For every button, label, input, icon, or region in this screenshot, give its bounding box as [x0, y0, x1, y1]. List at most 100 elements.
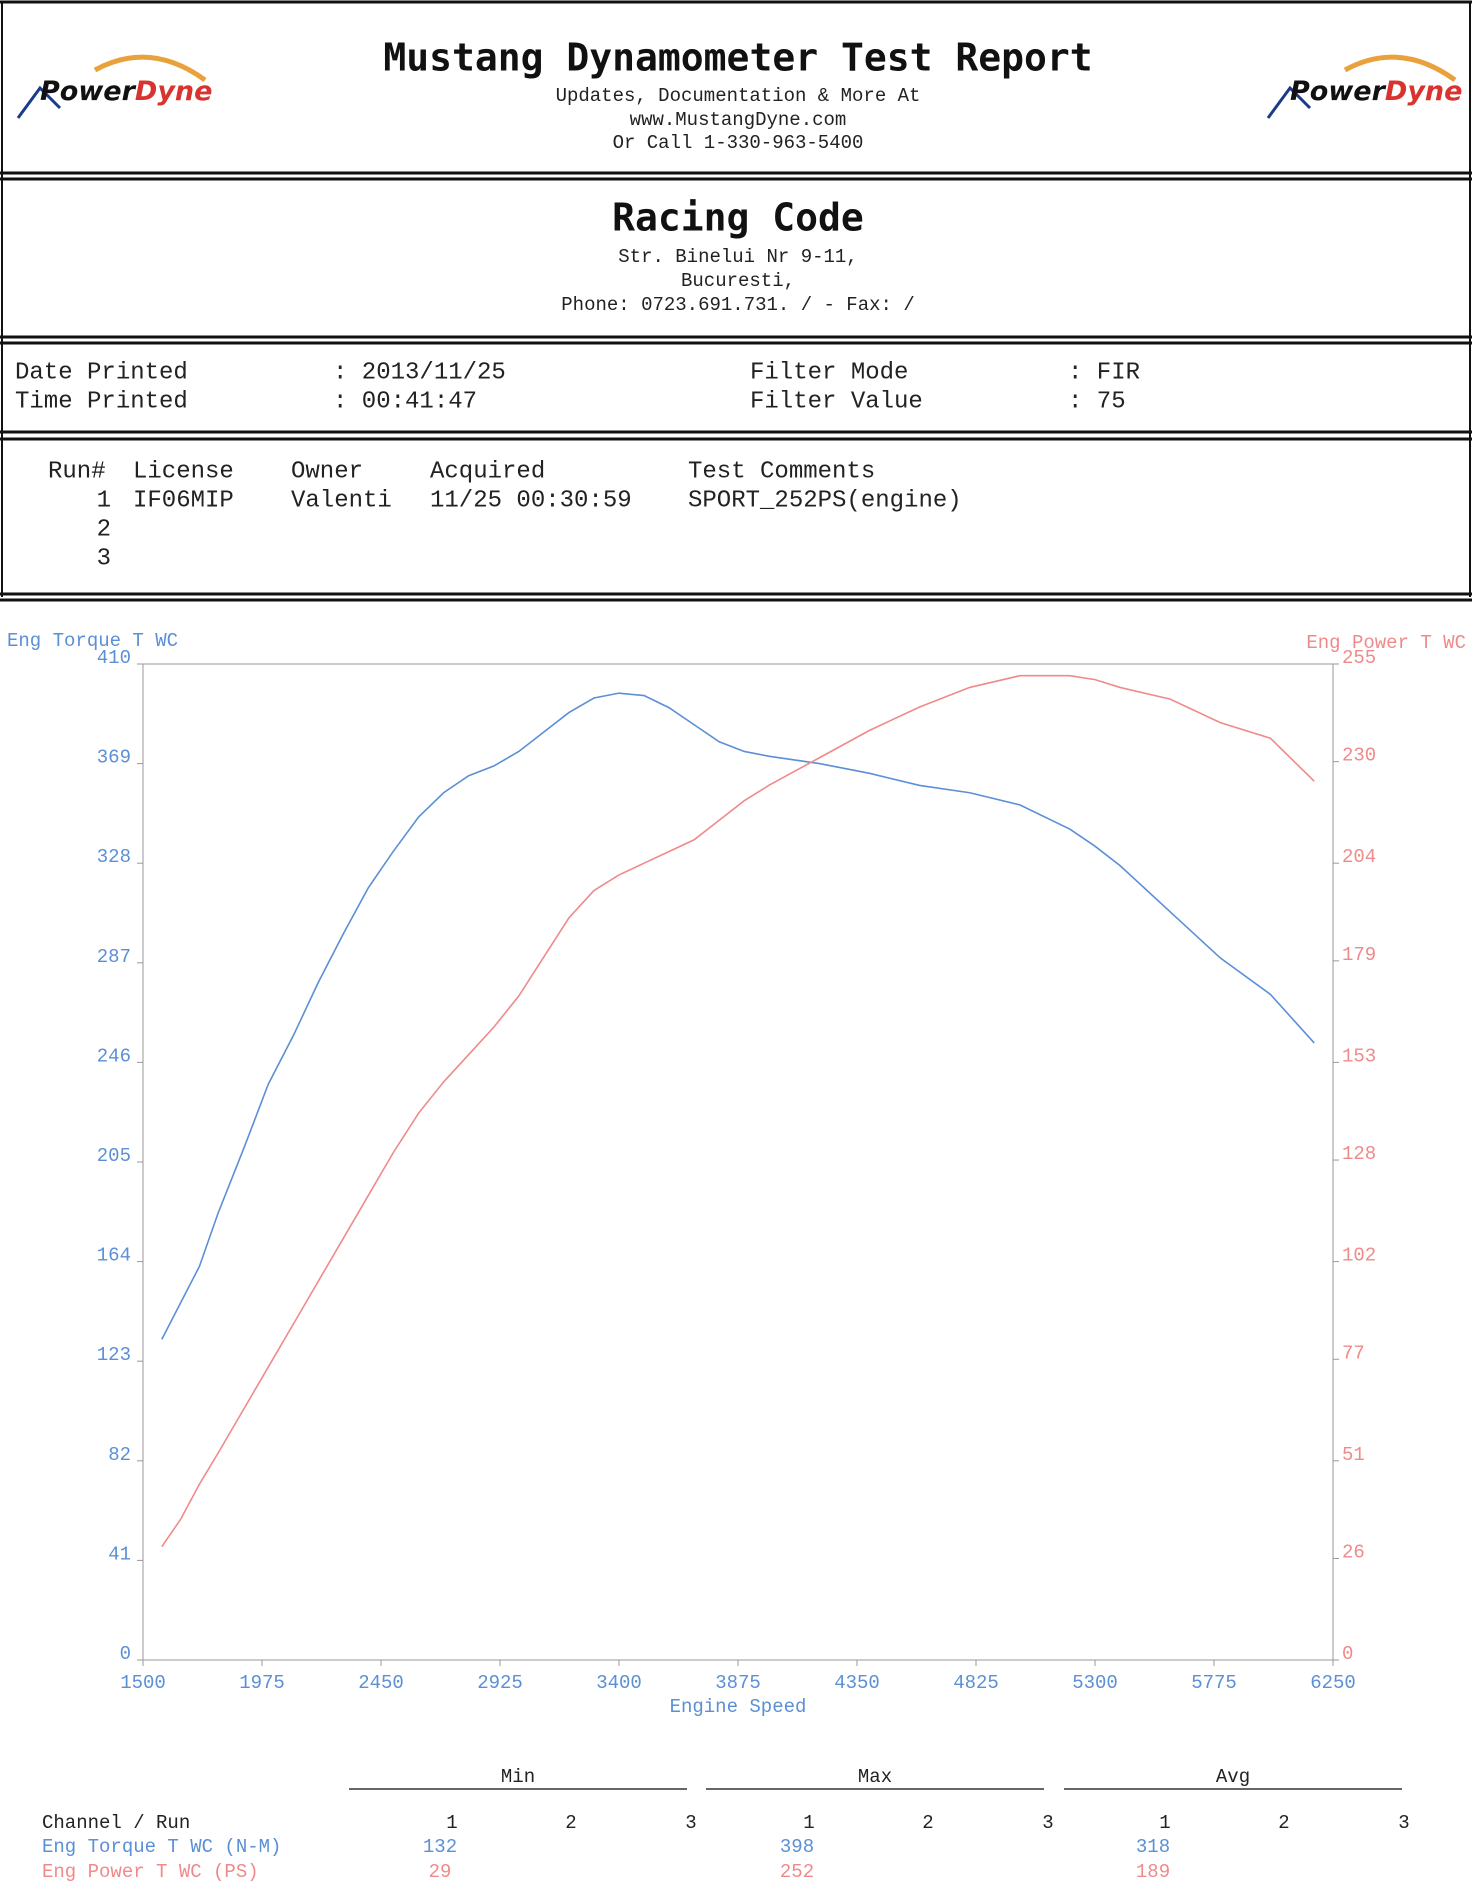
x-tick-label: 3875 — [715, 1672, 761, 1694]
report-title: Mustang Dynamometer Test Report — [383, 36, 1092, 80]
company-name: Racing Code — [612, 196, 864, 240]
x-tick-label: 2450 — [358, 1672, 404, 1694]
run-number: 3 — [1398, 1812, 1409, 1834]
y2-tick-label: 230 — [1342, 745, 1376, 767]
x-tick-label: 5300 — [1072, 1672, 1118, 1694]
summary-value: 29 — [429, 1861, 452, 1883]
run-cell: 2 — [97, 516, 111, 543]
x-tick-label: 4825 — [953, 1672, 999, 1694]
x-tick-label: 1975 — [239, 1672, 285, 1694]
x-tick-label: 1500 — [120, 1672, 166, 1694]
company-line: Str. Binelui Nr 9-11, — [618, 246, 857, 268]
company-line: Phone: 0723.691.731. / - Fax: / — [561, 294, 914, 316]
x-tick-label: 2925 — [477, 1672, 523, 1694]
y-tick-label: 328 — [97, 846, 131, 868]
svg-text:PowerDyne: PowerDyne — [40, 76, 212, 107]
y2-tick-label: 204 — [1342, 846, 1376, 868]
header-line: Updates, Documentation & More At — [556, 85, 921, 107]
run-number: 2 — [565, 1812, 576, 1834]
y-tick-label: 205 — [97, 1145, 131, 1167]
y-tick-label: 410 — [97, 647, 131, 669]
logo-left: PowerDyne — [16, 54, 212, 119]
logo-text: Power — [40, 76, 137, 107]
run-number: 1 — [803, 1812, 814, 1834]
info-value: : 00:41:47 — [333, 388, 477, 415]
run-cell: IF06MIP — [133, 487, 234, 514]
y-tick-label: 287 — [97, 946, 131, 968]
summary-value: 252 — [780, 1861, 814, 1883]
frame — [0, 0, 1472, 602]
info-value: : 75 — [1068, 388, 1126, 415]
company-line: Bucuresti, — [681, 270, 795, 292]
plot-frame — [142, 663, 1334, 1661]
info-value: : FIR — [1068, 359, 1140, 386]
y2-tick-label: 255 — [1342, 647, 1376, 669]
run-number: 2 — [922, 1812, 933, 1834]
y-tick-label: 246 — [97, 1045, 131, 1067]
info-label: Filter Value — [750, 388, 923, 415]
run-cell: 3 — [97, 545, 111, 572]
run-number: 3 — [1042, 1812, 1053, 1834]
x-tick-label: 6250 — [1310, 1672, 1356, 1694]
x-tick-label: 3400 — [596, 1672, 642, 1694]
run-cell: 11/25 00:30:59 — [430, 487, 632, 514]
y-tick-label: 164 — [97, 1245, 131, 1267]
y2-axis-title: Eng Power T WC — [1306, 632, 1466, 654]
x-tick-label: 5775 — [1191, 1672, 1237, 1694]
y2-tick-label: 179 — [1342, 944, 1376, 966]
info-label: Filter Mode — [750, 359, 908, 386]
run-number: 2 — [1278, 1812, 1289, 1834]
channel-header: Channel / Run — [42, 1812, 190, 1834]
run-header: Run# — [48, 458, 106, 485]
runs-table: Run# License Owner Acquired Test Comments 1 IF… — [48, 458, 962, 572]
channel-name: Eng Power T WC (PS) — [42, 1861, 259, 1883]
run-number: 1 — [1159, 1812, 1170, 1834]
run-cell: Valenti — [291, 487, 392, 514]
info-label: Time Printed — [15, 388, 188, 415]
y2-tick-label: 26 — [1342, 1541, 1365, 1563]
run-header: Test Comments — [688, 458, 875, 485]
logo-right: PowerDyne — [1266, 54, 1462, 119]
run-number: 1 — [446, 1812, 457, 1834]
run-cell: SPORT_252PS(engine) — [688, 487, 962, 514]
run-header: Acquired — [430, 458, 545, 485]
group-header: Avg — [1216, 1766, 1250, 1788]
x-tick-label: 4350 — [834, 1672, 880, 1694]
svg-text:PowerDyne: PowerDyne — [1290, 76, 1462, 107]
chart: Eng Torque T WC Eng Power T WC Engine Spee… — [7, 630, 1466, 1718]
summary-value: 318 — [1136, 1836, 1170, 1858]
group-header: Max — [858, 1766, 892, 1788]
run-cell: 1 — [97, 487, 111, 514]
channel-name: Eng Torque T WC (N-M) — [42, 1836, 281, 1858]
y2-tick-label: 77 — [1342, 1342, 1365, 1364]
summary-value: 189 — [1136, 1861, 1170, 1883]
y2-tick-label: 0 — [1342, 1643, 1353, 1665]
y2-tick-label: 128 — [1342, 1143, 1376, 1165]
run-header: License — [133, 458, 234, 485]
y-tick-label: 41 — [108, 1543, 131, 1565]
data-line — [161, 692, 1315, 1340]
y-tick-label: 123 — [97, 1344, 131, 1366]
summary-value: 398 — [780, 1836, 814, 1858]
run-number: 3 — [685, 1812, 696, 1834]
info-label: Date Printed — [15, 359, 188, 386]
y2-tick-label: 102 — [1342, 1245, 1376, 1267]
header-line: Or Call 1-330-963-5400 — [613, 132, 864, 154]
y-tick-label: 369 — [97, 747, 131, 769]
header-line: www.MustangDyne.com — [630, 109, 847, 131]
summary-value: 132 — [423, 1836, 457, 1858]
logo-text: Dyne — [135, 76, 213, 107]
group-header: Min — [501, 1766, 535, 1788]
run-header: Owner — [291, 458, 363, 485]
info-value: : 2013/11/25 — [333, 359, 506, 386]
logo-text: Dyne — [1385, 76, 1463, 107]
y-axis-title: Eng Torque T WC — [7, 630, 178, 652]
logo-text: Power — [1290, 76, 1387, 107]
x-axis-title: Engine Speed — [670, 1696, 807, 1718]
y-tick-label: 82 — [108, 1444, 131, 1466]
y-tick-label: 0 — [120, 1643, 131, 1665]
y2-tick-label: 153 — [1342, 1045, 1376, 1067]
y2-tick-label: 51 — [1342, 1444, 1365, 1466]
